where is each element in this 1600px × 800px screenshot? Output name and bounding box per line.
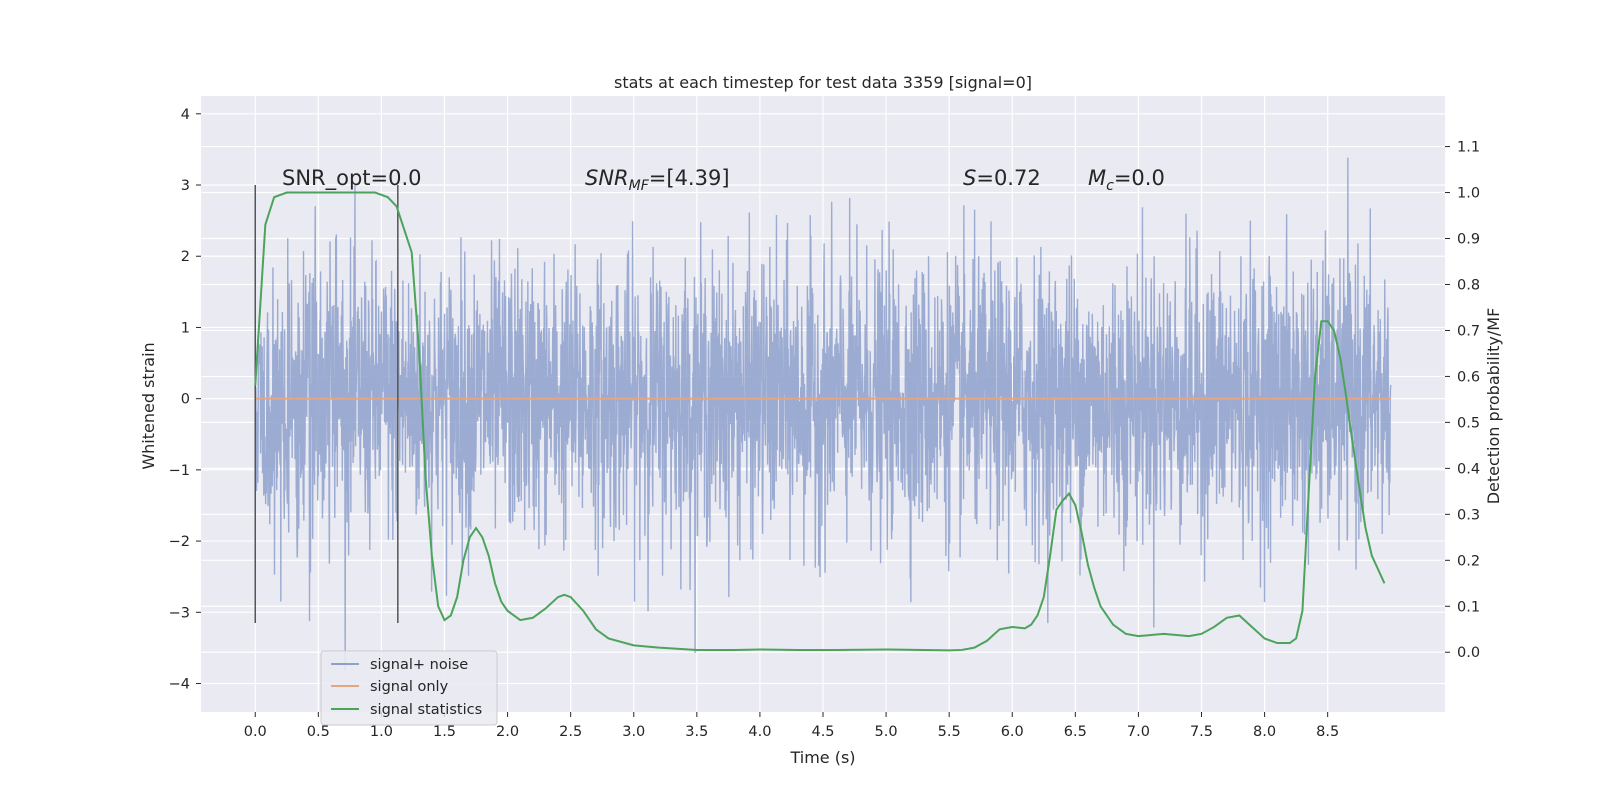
y-tick-label: −4	[169, 677, 190, 693]
x-tick-label: 6.0	[1001, 724, 1024, 740]
x-tick-label: 1.0	[370, 724, 393, 740]
y2-tick-label: 1.1	[1457, 140, 1480, 156]
y2-tick-label: 1.0	[1457, 186, 1480, 202]
series-signal-statistics	[254, 191, 1386, 652]
annotation-snr-mf: SNRMF=[4.39]	[585, 166, 730, 194]
x-tick-label: 3.0	[622, 724, 645, 740]
series-signal-noise	[254, 157, 1392, 671]
y2-tick-label: 0.3	[1457, 507, 1480, 523]
legend: signal+ noise signal only signal statist…	[320, 650, 498, 726]
annotation-snr-opt: SNR_opt=0.0	[282, 166, 422, 191]
y-tick-label: 3	[181, 178, 190, 194]
y-tick-label: −2	[169, 534, 190, 550]
y2-tick-label: 0.1	[1457, 599, 1480, 615]
y2-axis-label: Detection probability/MF	[1484, 308, 1503, 505]
legend-box	[320, 650, 498, 726]
legend-label-signal-statistics: signal statistics	[370, 702, 482, 718]
y2-tick-label: 0.9	[1457, 232, 1480, 248]
x-tick-label: 1.5	[433, 724, 456, 740]
vertical-markers	[254, 185, 399, 623]
x-tick-label: 7.0	[1127, 724, 1150, 740]
y2-tick-label: 0.4	[1457, 461, 1480, 477]
x-tick-label: 8.0	[1253, 724, 1276, 740]
x-axis-ticks: 0.0 0.5 1.0 1.5 2.0 2.5 3.0 3.5 4.0 4.5 5.0 5.5 6.0 6…	[244, 712, 1339, 740]
y-tick-label: 0	[181, 392, 190, 408]
y-tick-label: 4	[181, 107, 190, 123]
x-tick-label: 0.5	[307, 724, 330, 740]
x-tick-label: 4.5	[811, 724, 834, 740]
legend-label-signal-noise: signal+ noise	[370, 657, 468, 673]
signal-statistics-line	[254, 191, 1386, 652]
x-tick-label: 0.0	[244, 724, 267, 740]
y-tick-label: −1	[169, 463, 190, 479]
signal-noise-line	[254, 157, 1392, 671]
x-tick-label: 7.5	[1190, 724, 1213, 740]
x-axis-label: Time (s)	[789, 748, 855, 767]
y-tick-label: 2	[181, 249, 190, 265]
y2-tick-label: 0.5	[1457, 415, 1480, 431]
y-axis-label: Whitened strain	[139, 342, 158, 469]
annotation-s: S=0.72	[963, 166, 1041, 190]
y2-axis-ticks: 1.1 1.0 0.9 0.8 0.7 0.6 0.5 0.4 0.3 0.2 0.1 0.0	[1445, 140, 1480, 661]
y2-tick-label: 0.8	[1457, 277, 1480, 293]
x-tick-label: 2.0	[496, 724, 519, 740]
chart-title: stats at each timestep for test data 335…	[614, 73, 1032, 92]
y2-tick-label: 0.2	[1457, 553, 1480, 569]
y2-tick-label: 0.6	[1457, 369, 1480, 385]
legend-label-signal-only: signal only	[370, 679, 449, 695]
y-tick-label: 1	[181, 320, 190, 336]
x-tick-label: 6.5	[1064, 724, 1087, 740]
x-tick-label: 5.0	[875, 724, 898, 740]
x-tick-label: 8.5	[1316, 724, 1339, 740]
x-tick-label: 2.5	[559, 724, 582, 740]
y-tick-label: −3	[169, 605, 190, 621]
y2-tick-label: 0.7	[1457, 323, 1480, 339]
x-tick-label: 3.5	[685, 724, 708, 740]
y-axis-ticks: 4 3 2 1 0 −1 −2 −3 −4	[169, 107, 201, 693]
x-tick-label: 4.0	[748, 724, 771, 740]
y2-tick-label: 0.0	[1457, 645, 1480, 661]
x-tick-label: 5.5	[938, 724, 961, 740]
annotation-mc: Mc=0.0	[1088, 166, 1165, 194]
